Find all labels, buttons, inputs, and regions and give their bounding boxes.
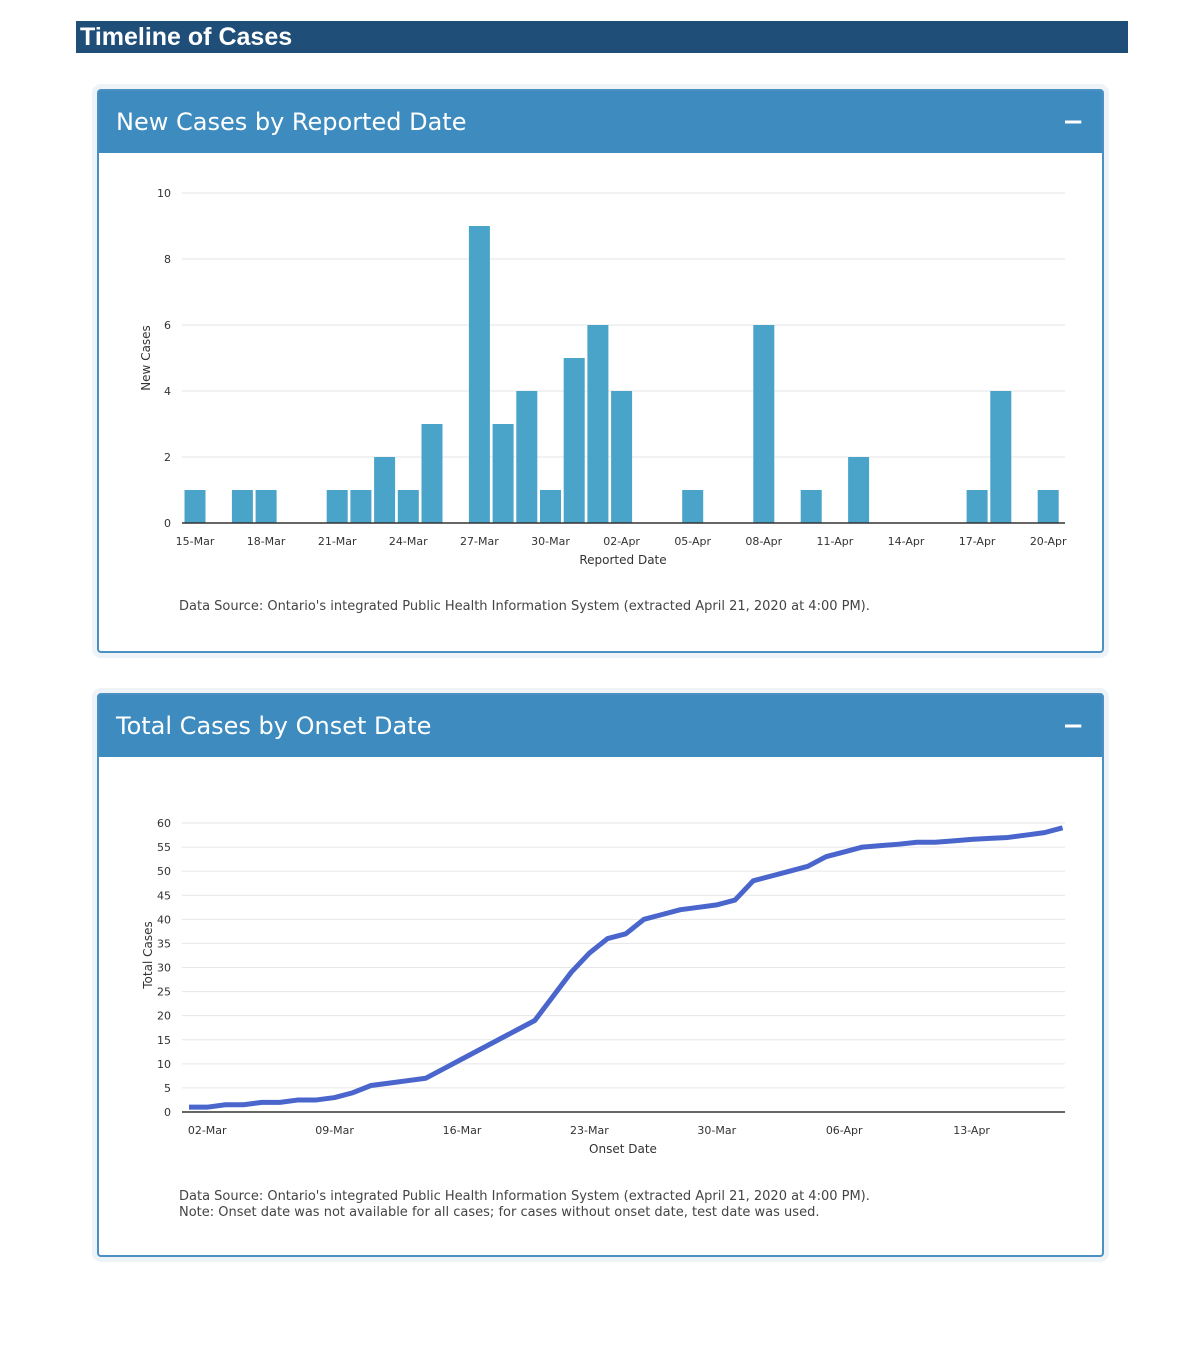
bar	[374, 457, 396, 523]
x-tick-label: 20-Apr	[1030, 535, 1067, 548]
bar	[468, 226, 490, 523]
x-tick-label: 24-Mar	[389, 535, 428, 548]
bar	[231, 490, 253, 523]
bar	[611, 391, 633, 523]
panel-header: New Cases by Reported Date −	[99, 91, 1102, 153]
y-tick-label: 45	[157, 889, 171, 902]
data-source: Data Source: Ontario's integrated Public…	[179, 1189, 870, 1204]
line-chart: 0 5 10 15 20 25 30 35 40 45 50 55 60 02-Mar 09-Mar 16-M…	[141, 817, 1065, 1156]
y-tick-label: 40	[157, 913, 171, 926]
bar	[184, 490, 206, 523]
bar	[587, 325, 609, 523]
collapse-button[interactable]: −	[1062, 711, 1084, 741]
y-tick-label: 4	[164, 385, 171, 398]
y-tick-label: 10	[157, 1058, 171, 1071]
panel-title: Total Cases by Onset Date	[116, 712, 432, 740]
bar	[848, 457, 870, 523]
bar	[492, 424, 514, 523]
bar	[800, 490, 822, 523]
x-tick-label: 02-Mar	[188, 1124, 227, 1137]
cumulative-cases-line	[189, 825, 1064, 1110]
collapse-button[interactable]: −	[1062, 107, 1084, 137]
bar	[682, 490, 704, 523]
panel-title: New Cases by Reported Date	[116, 108, 467, 136]
x-tick-label: 27-Mar	[460, 535, 499, 548]
y-tick-label: 0	[164, 517, 171, 530]
x-tick-label: 15-Mar	[176, 535, 215, 548]
x-tick-label: 13-Apr	[953, 1124, 990, 1137]
x-tick-label: 06-Apr	[826, 1124, 863, 1137]
y-tick-label: 5	[164, 1082, 171, 1095]
bar	[421, 424, 443, 523]
y-tick-label: 2	[164, 451, 171, 464]
bar	[990, 391, 1012, 523]
data-source: Data Source: Ontario's integrated Public…	[179, 599, 870, 614]
x-tick-label: 05-Apr	[674, 535, 711, 548]
bar	[516, 391, 538, 523]
y-tick-label: 15	[157, 1034, 171, 1047]
panel-header: Total Cases by Onset Date −	[99, 695, 1102, 757]
x-tick-label: 30-Mar	[531, 535, 570, 548]
y-tick-label: 35	[157, 937, 171, 950]
bar	[1037, 490, 1059, 523]
bar	[966, 490, 988, 523]
y-tick-label: 6	[164, 319, 171, 332]
section-title: Timeline of Cases	[76, 21, 1128, 53]
y-tick-label: 55	[157, 841, 171, 854]
x-tick-label: 16-Mar	[443, 1124, 482, 1137]
bar	[753, 325, 775, 523]
x-tick-label: 18-Mar	[247, 535, 286, 548]
x-tick-label: 11-Apr	[817, 535, 854, 548]
total-cases-panel: Total Cases by Onset Date − 0 5 10 15 20 25 30…	[97, 693, 1104, 1257]
x-axis-label: Onset Date	[589, 1142, 657, 1156]
x-tick-label: 14-Apr	[888, 535, 925, 548]
note: Note: Onset date was not available for a…	[179, 1205, 820, 1220]
y-tick-label: 60	[157, 817, 171, 830]
x-tick-label: 08-Apr	[745, 535, 782, 548]
bar	[397, 490, 419, 523]
x-tick-label: 17-Apr	[959, 535, 996, 548]
bar	[563, 358, 585, 523]
y-tick-label: 20	[157, 1010, 171, 1023]
bar	[255, 490, 277, 523]
bar	[540, 490, 561, 523]
new-cases-panel: New Cases by Reported Date − 0 2 4 6 8 10 15-M…	[97, 89, 1104, 653]
y-tick-label: 10	[157, 187, 171, 200]
x-axis-label: Reported Date	[579, 553, 666, 567]
y-tick-label: 8	[164, 253, 171, 266]
x-tick-label: 02-Apr	[603, 535, 640, 548]
y-axis-label: New Cases	[139, 325, 153, 391]
x-tick-label: 30-Mar	[697, 1124, 736, 1137]
y-tick-label: 30	[157, 962, 171, 975]
x-tick-label: 21-Mar	[318, 535, 357, 548]
bar	[350, 490, 372, 523]
y-tick-label: 0	[164, 1106, 171, 1119]
y-tick-label: 50	[157, 865, 171, 878]
y-axis-label: Total Cases	[141, 921, 155, 989]
bar-chart: 0 2 4 6 8 10 15-Mar 18-Mar 21-Mar 24-Mar 27-Mar 30-…	[139, 187, 1067, 567]
x-tick-label: 23-Mar	[570, 1124, 609, 1137]
x-tick-label: 09-Mar	[315, 1124, 354, 1137]
y-tick-label: 25	[157, 986, 171, 999]
bar	[326, 490, 348, 523]
